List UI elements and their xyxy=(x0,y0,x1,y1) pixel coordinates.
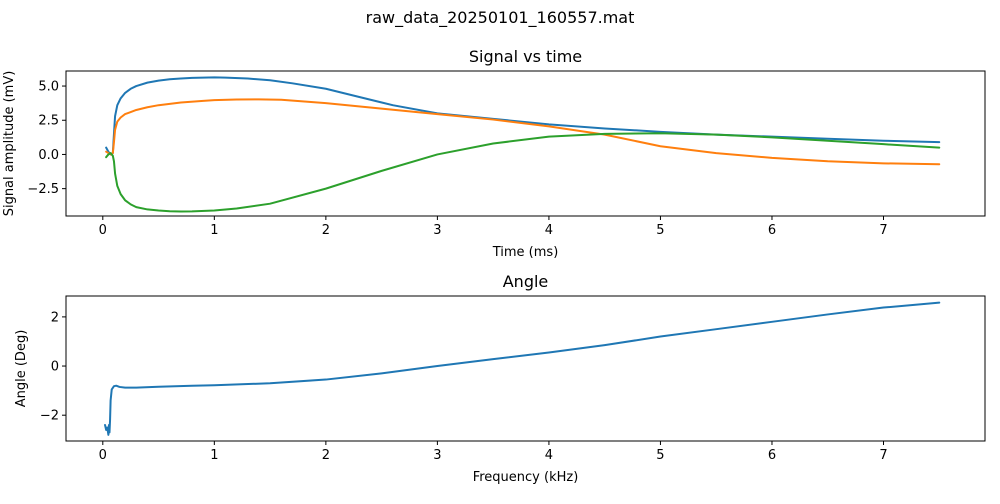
signal-ytick-label: 0.0 xyxy=(38,148,59,163)
signal-chart-title: Signal vs time xyxy=(469,47,582,66)
signal-xtick-label: 0 xyxy=(99,223,107,238)
signal-ytick-label: 5.0 xyxy=(38,80,59,95)
angle-series-1-line xyxy=(104,301,941,436)
figure-suptitle: raw_data_20250101_160557.mat xyxy=(366,8,635,28)
signal-ytick-label: −2.5 xyxy=(27,182,59,197)
signal-series-1-line xyxy=(105,76,941,156)
signal-series-3-line xyxy=(105,132,941,213)
angle-chart-title: Angle xyxy=(503,272,549,291)
signal-y-axis-label: Signal amplitude (mV) xyxy=(2,71,17,217)
angle-axes-frame xyxy=(65,295,986,442)
signal-x-axis-label: Time (ms) xyxy=(492,245,559,260)
angle-xtick-label: 3 xyxy=(433,448,441,463)
angle-xtick-label: 2 xyxy=(322,448,330,463)
angle-panel: Angle 0 1 2 3 4 5 6 7 −2 0 2 Frequency (kHz) Angle (D… xyxy=(14,272,986,485)
signal-series-2-line xyxy=(105,98,941,166)
signal-xtick-label: 6 xyxy=(768,223,776,238)
angle-xtick-label: 6 xyxy=(768,448,776,463)
angle-y-axis-label: Angle (Deg) xyxy=(14,330,29,408)
signal-xtick-label: 3 xyxy=(433,223,441,238)
angle-ytick-label: 0 xyxy=(51,360,59,375)
signal-xtick-label: 5 xyxy=(656,223,664,238)
angle-xtick-label: 7 xyxy=(879,448,887,463)
signal-vs-time-panel: Signal vs time 0 1 2 3 4 5 6 7 −2.5 0.0 2.5 5.0 Time … xyxy=(2,47,986,260)
angle-xtick-label: 4 xyxy=(545,448,553,463)
angle-x-axis-label: Frequency (kHz) xyxy=(473,470,579,485)
angle-xtick-label: 5 xyxy=(656,448,664,463)
signal-xtick-label: 7 xyxy=(879,223,887,238)
angle-xtick-label: 0 xyxy=(99,448,107,463)
angle-ytick-label: −2 xyxy=(40,409,59,424)
signal-axes-frame xyxy=(65,70,986,217)
angle-ytick-label: 2 xyxy=(51,310,59,325)
signal-ytick-label: 2.5 xyxy=(38,114,59,129)
signal-xtick-label: 1 xyxy=(210,223,218,238)
angle-xtick-label: 1 xyxy=(210,448,218,463)
signal-xtick-label: 4 xyxy=(545,223,553,238)
signal-xtick-label: 2 xyxy=(322,223,330,238)
